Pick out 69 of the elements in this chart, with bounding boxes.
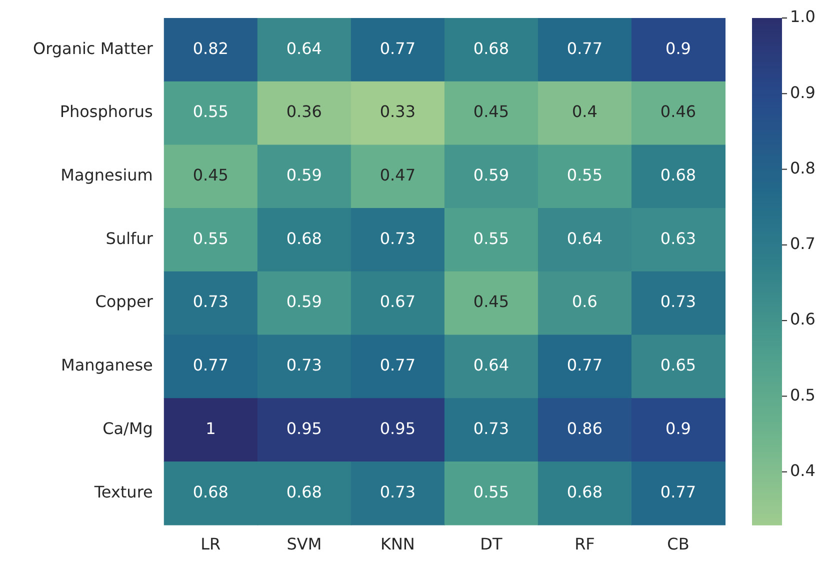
data-label: 0.77 (192, 356, 228, 375)
data-label: 0.47 (380, 166, 416, 185)
data-label: 0.59 (473, 166, 510, 185)
x-tick-label: DT (480, 534, 502, 554)
data-label: 0.64 (473, 356, 510, 375)
y-tick-label: Ca/Mg (102, 418, 153, 438)
data-label: 0.45 (473, 292, 510, 312)
data-label: 0.9 (666, 418, 691, 438)
y-tick-label: Copper (95, 292, 154, 312)
data-label: 0.65 (660, 356, 696, 375)
data-label: 0.86 (566, 418, 603, 438)
data-label: 0.55 (473, 228, 510, 248)
data-label: 0.77 (660, 482, 696, 502)
y-tick-label: Phosphorus (60, 102, 153, 122)
data-label: 0.68 (566, 482, 603, 502)
data-label: 0.77 (380, 38, 416, 58)
data-label: 0.9 (666, 38, 691, 58)
color-bar-label: 0.9 (790, 82, 816, 102)
data-label: 0.36 (286, 102, 322, 122)
color-bar-label: 0.5 (790, 385, 816, 404)
data-label: 0.63 (660, 228, 696, 248)
data-label: 0.73 (473, 418, 510, 438)
data-label: 0.68 (660, 166, 696, 185)
data-label: 0.64 (566, 228, 603, 248)
color-bar-label: 0.6 (790, 310, 816, 329)
data-label: 0.68 (286, 228, 322, 248)
data-label: 0.45 (473, 102, 510, 122)
color-bar-label: 1.0 (790, 7, 816, 26)
data-label: 0.59 (286, 166, 322, 185)
data-label: 0.4 (572, 102, 598, 122)
data-label: 0.6 (572, 292, 598, 312)
y-tick-label: Sulfur (106, 228, 154, 248)
data-label: 0.55 (473, 482, 510, 502)
data-label: 0.33 (380, 102, 416, 122)
data-label: 0.68 (286, 482, 322, 502)
data-label: 0.77 (566, 38, 603, 58)
data-label: 0.73 (286, 356, 322, 375)
data-label: 0.73 (380, 228, 416, 248)
x-tick-label: RF (574, 534, 595, 554)
data-label: 0.77 (380, 356, 416, 375)
data-label: 0.73 (192, 292, 228, 312)
data-label: 0.73 (380, 482, 416, 502)
y-tick-label: Magnesium (60, 166, 153, 185)
data-label: 0.55 (192, 102, 228, 122)
x-tick-label: SVM (286, 534, 322, 554)
data-label: 0.59 (286, 292, 322, 312)
y-tick-label: Texture (93, 482, 153, 502)
data-label: 0.73 (660, 292, 696, 312)
color-bar-label: 0.4 (790, 461, 816, 480)
data-label: 0.82 (192, 38, 228, 58)
color-bar-label: 0.7 (790, 234, 816, 254)
x-tick-label: CB (667, 534, 690, 554)
data-label: 0.64 (286, 38, 322, 58)
color-bar-label: 0.8 (790, 158, 816, 178)
y-tick-label: Organic Matter (32, 38, 154, 58)
data-label: 0.95 (286, 418, 322, 438)
data-label: 1 (206, 418, 216, 438)
data-label: 0.45 (192, 166, 228, 185)
x-tick-label: KNN (380, 534, 415, 554)
data-label: 0.46 (660, 102, 696, 122)
y-tick-label: Manganese (61, 356, 153, 375)
data-label: 0.67 (380, 292, 416, 312)
x-tick-label: LR (200, 534, 221, 554)
data-label: 0.68 (192, 482, 228, 502)
data-label: 0.95 (380, 418, 416, 438)
data-label: 0.77 (566, 356, 603, 375)
data-label: 0.55 (192, 228, 228, 248)
data-label: 0.55 (566, 166, 603, 185)
data-label: 0.68 (473, 38, 510, 58)
